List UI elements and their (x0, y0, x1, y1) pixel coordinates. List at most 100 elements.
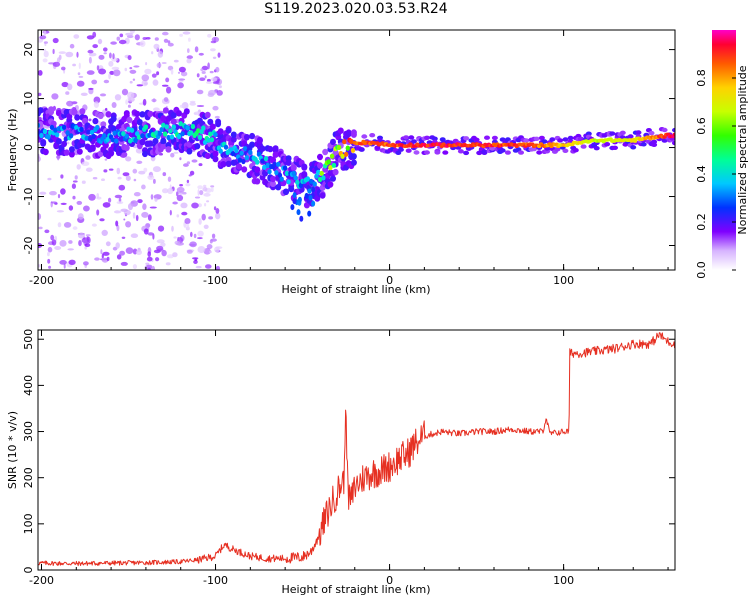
ridge-point (65, 130, 70, 136)
noise-blob (213, 206, 217, 211)
ridge-halo (549, 137, 556, 142)
noise-blob (210, 40, 216, 44)
ridge-halo (147, 140, 154, 147)
ridge-halo (102, 142, 109, 149)
noise-blob (86, 70, 95, 75)
ridge-halo (270, 175, 276, 183)
ridge-halo (330, 175, 336, 182)
noise-blob (110, 41, 117, 45)
ridge-halo (139, 138, 146, 146)
noise-blob (203, 248, 211, 255)
noise-blob (173, 59, 179, 63)
ridge-halo (66, 113, 73, 120)
ridge-halo (254, 166, 261, 173)
noise-blob (210, 187, 214, 193)
noise-blob (215, 208, 220, 214)
noise-blob (132, 212, 136, 219)
ridge-halo (126, 116, 133, 124)
noise-blob (160, 242, 166, 247)
ridge-point (340, 153, 345, 159)
noise-blob (167, 40, 171, 44)
ridge-halo (672, 127, 675, 133)
ridge-point (317, 176, 323, 183)
noise-blob (84, 243, 91, 248)
ridge-halo (134, 110, 141, 118)
noise-blob (80, 92, 88, 97)
noise-blob (194, 258, 198, 262)
noise-blob (216, 90, 223, 96)
ridge-halo (100, 121, 107, 128)
noise-blob (178, 66, 186, 73)
noise-blob (57, 194, 61, 199)
noise-blob (136, 84, 144, 87)
ridge-point (277, 172, 283, 178)
noise-blob (170, 68, 174, 75)
ridge-halo (207, 118, 214, 126)
noise-blob (132, 78, 136, 81)
noise-blob (144, 82, 148, 85)
ridge-halo (523, 138, 530, 143)
noise-blob (47, 252, 50, 257)
ridge-halo (136, 119, 143, 126)
noise-blob (215, 66, 220, 73)
ridge-point (267, 169, 272, 175)
y-tick-label: 300 (22, 421, 35, 442)
ridge-halo (108, 149, 115, 157)
noise-blob (203, 192, 211, 197)
ridge-halo (215, 118, 222, 126)
noise-blob (86, 236, 91, 244)
noise-blob (116, 36, 121, 41)
noise-blob (156, 62, 162, 68)
noise-blob (163, 97, 169, 102)
ridge-halo (209, 123, 216, 130)
streak-point (296, 209, 301, 216)
spectrogram-y-label: Frequency (Hz) (6, 109, 19, 192)
noise-blob (136, 160, 143, 164)
noise-blob (97, 38, 103, 45)
noise-blob (181, 191, 187, 195)
ridge-point (342, 139, 347, 145)
noise-blob (210, 185, 215, 188)
noise-blob (153, 43, 160, 50)
noise-blob (203, 184, 207, 188)
ridge-point (171, 124, 176, 130)
noise-blob (145, 37, 151, 40)
ridge-halo (236, 163, 242, 170)
noise-blob (211, 233, 216, 239)
noise-blob (114, 210, 119, 214)
ridge-point (168, 128, 173, 134)
ridge-point (291, 170, 296, 177)
noise-blob (130, 233, 139, 238)
colorbar-tick-label: 0.6 (695, 117, 708, 135)
ridge-point (316, 169, 321, 175)
ridge-halo (442, 150, 449, 155)
x-tick-label: 0 (386, 574, 393, 587)
noise-blob (84, 246, 87, 250)
noise-blob (102, 251, 110, 256)
ridge-point (345, 145, 350, 151)
noise-blob (176, 214, 180, 218)
noise-blob (129, 69, 137, 74)
noise-blob (116, 254, 122, 260)
noise-blob (68, 205, 74, 211)
noise-blob (186, 161, 191, 165)
noise-blob (67, 248, 74, 251)
noise-blob (180, 71, 188, 77)
noise-blob (96, 209, 100, 216)
noise-blob (76, 164, 81, 170)
ridge-halo (374, 145, 381, 150)
ridge-halo (176, 110, 182, 117)
ridge-point (229, 147, 234, 153)
ridge-halo (160, 115, 167, 122)
noise-blob (88, 118, 92, 122)
ridge-halo (160, 143, 167, 150)
page-title: S119.2023.020.03.53.R24 (264, 1, 448, 17)
noise-blob (104, 158, 108, 161)
ridge-point (265, 162, 270, 169)
x-tick-label: -100 (203, 274, 228, 287)
y-tick-label: -20 (22, 237, 35, 255)
noise-blob (147, 174, 155, 180)
noise-blob (194, 46, 199, 53)
noise-blob (78, 232, 85, 239)
ridge-point (46, 134, 51, 140)
